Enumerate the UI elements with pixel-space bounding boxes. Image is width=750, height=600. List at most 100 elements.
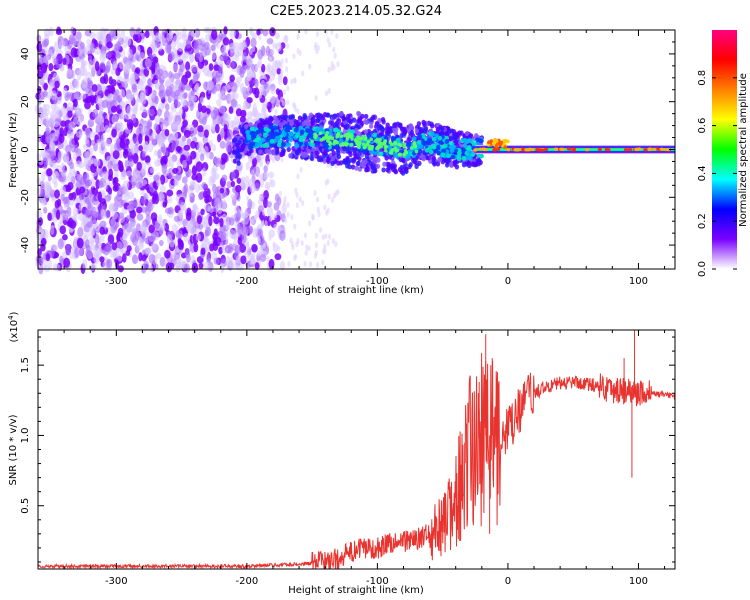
heatmap-cell — [103, 182, 108, 190]
heatmap-cell — [422, 141, 428, 147]
heatmap-cell — [623, 148, 629, 152]
heatmap-cell — [461, 156, 467, 161]
heatmap-cell — [372, 132, 377, 138]
heatmap-cell — [68, 192, 74, 201]
heatmap-cell — [183, 144, 191, 151]
heatmap-cell — [431, 144, 437, 150]
heatmap-cell — [276, 68, 282, 75]
heatmap-cell — [208, 63, 214, 71]
spectrogram-y-tick-label: -20 — [20, 189, 31, 205]
heatmap-cell — [381, 119, 386, 125]
heatmap-cell — [257, 237, 261, 244]
heatmap-cell — [279, 72, 283, 79]
heatmap-cell — [246, 225, 253, 234]
heatmap-cell — [200, 105, 207, 113]
heatmap-cell — [307, 245, 311, 252]
heatmap-cell — [228, 217, 235, 226]
heatmap-cell — [217, 134, 222, 143]
heatmap-cell — [243, 214, 250, 225]
heatmap-cell — [212, 183, 217, 194]
heatmap-cell — [218, 31, 223, 40]
heatmap-cell — [281, 131, 287, 137]
heatmap-cell — [42, 103, 47, 114]
heatmap-cell — [172, 63, 179, 72]
heatmap-cell — [178, 107, 184, 116]
heatmap-cell — [117, 121, 123, 129]
heatmap-cell — [332, 192, 337, 199]
heatmap-cell — [125, 249, 131, 256]
heatmap-cell — [110, 105, 118, 113]
heatmap-cell — [261, 102, 265, 109]
heatmap-cell — [66, 102, 73, 111]
heatmap-cell — [86, 77, 91, 89]
spectrogram-y-tick-label: 40 — [20, 48, 31, 61]
heatmap-cell — [321, 259, 325, 266]
heatmap-cell — [182, 159, 187, 169]
heatmap-cell — [186, 38, 191, 45]
heatmap-cell — [204, 229, 209, 238]
heatmap-cell — [55, 209, 61, 221]
heatmap-cell — [268, 171, 275, 179]
heatmap-cell — [393, 122, 398, 129]
heatmap-cell — [212, 240, 219, 252]
heatmap-cell — [627, 148, 633, 152]
colorbar-tick-label: 0.6 — [697, 118, 708, 134]
heatmap-cell — [144, 248, 150, 255]
heatmap-cell — [210, 44, 216, 52]
heatmap-cell — [265, 137, 270, 143]
heatmap-cell — [173, 215, 181, 222]
heatmap-cell — [111, 79, 117, 87]
heatmap-cell — [89, 238, 95, 246]
heatmap-cell — [204, 236, 209, 243]
heatmap-cell — [190, 140, 197, 149]
heatmap-cell — [211, 70, 218, 80]
heatmap-cell — [246, 85, 251, 92]
heatmap-cell — [178, 82, 186, 93]
heatmap-cell — [47, 212, 52, 221]
heatmap-cell — [235, 184, 242, 193]
heatmap-cell — [403, 148, 408, 153]
heatmap-cell — [82, 258, 88, 270]
heatmap-cell — [75, 160, 83, 168]
heatmap-cell — [199, 96, 205, 105]
heatmap-cell — [365, 166, 370, 172]
heatmap-cell — [405, 143, 411, 149]
heatmap-cell — [107, 50, 112, 59]
heatmap-cell — [237, 153, 243, 159]
heatmap-cell — [111, 210, 118, 220]
heatmap-cell — [262, 243, 266, 250]
heatmap-cell — [180, 97, 186, 108]
heatmap-cell — [260, 137, 266, 143]
heatmap-cell — [97, 84, 103, 95]
heatmap-cell — [220, 46, 226, 57]
heatmap-cell — [179, 62, 185, 73]
heatmap-cell — [313, 253, 318, 260]
heatmap-cell — [185, 61, 191, 71]
heatmap-cell — [201, 182, 208, 190]
heatmap-cell — [295, 133, 300, 138]
heatmap-cell — [269, 116, 274, 122]
heatmap-cell — [284, 217, 288, 224]
heatmap-cell — [282, 199, 287, 206]
heatmap-cell — [112, 91, 118, 103]
heatmap-cell — [394, 149, 398, 153]
heatmap-cell — [125, 138, 130, 146]
heatmap-cell — [40, 237, 47, 246]
heatmap-cell — [85, 71, 93, 83]
heatmap-cell — [268, 234, 272, 241]
heatmap-cell — [334, 241, 338, 248]
heatmap-cell — [234, 115, 240, 125]
heatmap-cell — [543, 147, 549, 152]
heatmap-cell — [100, 208, 106, 220]
heatmap-cell — [196, 215, 203, 225]
colorbar-tick-label: 0.4 — [697, 165, 708, 181]
heatmap-cell — [79, 186, 86, 194]
heatmap-cell — [169, 250, 176, 257]
heatmap-cell — [114, 43, 121, 51]
heatmap-cell — [341, 143, 345, 147]
heatmap-cell — [102, 141, 107, 148]
heatmap-cell — [218, 105, 226, 114]
heatmap-cell — [450, 154, 456, 160]
heatmap-cell — [274, 193, 280, 203]
